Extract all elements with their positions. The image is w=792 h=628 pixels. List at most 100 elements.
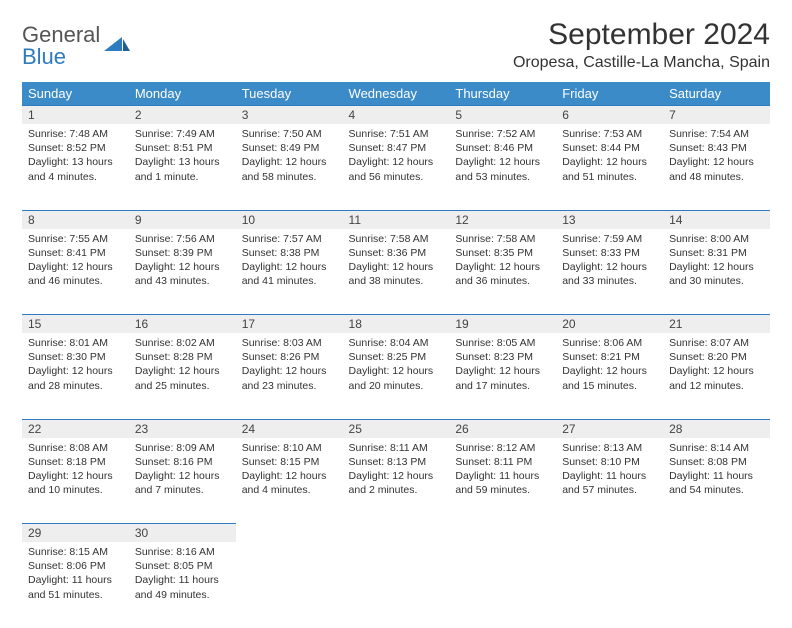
day-cell: Sunrise: 8:07 AMSunset: 8:20 PMDaylight:… — [663, 333, 770, 419]
daylight-line: Daylight: 11 hours and 59 minutes. — [455, 469, 550, 497]
day-number-cell: 2 — [129, 106, 236, 125]
daylight-line: Daylight: 12 hours and 17 minutes. — [455, 364, 550, 392]
day-cell: Sunrise: 7:58 AMSunset: 8:36 PMDaylight:… — [343, 229, 450, 315]
sunrise-line: Sunrise: 8:09 AM — [135, 441, 230, 455]
sunset-line: Sunset: 8:13 PM — [349, 455, 444, 469]
day-number-cell: 20 — [556, 315, 663, 334]
sunrise-line: Sunrise: 8:04 AM — [349, 336, 444, 350]
sunset-line: Sunset: 8:18 PM — [28, 455, 123, 469]
sunset-line: Sunset: 8:23 PM — [455, 350, 550, 364]
day-cell-body: Sunrise: 7:56 AMSunset: 8:39 PMDaylight:… — [129, 229, 236, 295]
sunset-line: Sunset: 8:21 PM — [562, 350, 657, 364]
sunrise-line: Sunrise: 7:55 AM — [28, 232, 123, 246]
day-cell: Sunrise: 8:13 AMSunset: 8:10 PMDaylight:… — [556, 438, 663, 524]
day-cell: Sunrise: 8:02 AMSunset: 8:28 PMDaylight:… — [129, 333, 236, 419]
day-content-row: Sunrise: 8:15 AMSunset: 8:06 PMDaylight:… — [22, 542, 770, 628]
day-cell — [663, 542, 770, 628]
day-number-cell: 15 — [22, 315, 129, 334]
day-number-row: 1234567 — [22, 106, 770, 125]
day-number-cell: 3 — [236, 106, 343, 125]
weekday-header: Sunday — [22, 82, 129, 106]
sunset-line: Sunset: 8:39 PM — [135, 246, 230, 260]
weekday-header: Friday — [556, 82, 663, 106]
day-cell: Sunrise: 8:15 AMSunset: 8:06 PMDaylight:… — [22, 542, 129, 628]
sunrise-line: Sunrise: 8:03 AM — [242, 336, 337, 350]
day-number-cell: 25 — [343, 419, 450, 438]
day-cell-body: Sunrise: 8:13 AMSunset: 8:10 PMDaylight:… — [556, 438, 663, 504]
day-cell-body: Sunrise: 7:48 AMSunset: 8:52 PMDaylight:… — [22, 124, 129, 190]
sunrise-line: Sunrise: 8:00 AM — [669, 232, 764, 246]
sunset-line: Sunset: 8:16 PM — [135, 455, 230, 469]
day-number-cell: 14 — [663, 210, 770, 229]
sunset-line: Sunset: 8:31 PM — [669, 246, 764, 260]
day-number-cell: 26 — [449, 419, 556, 438]
day-number-cell: 17 — [236, 315, 343, 334]
day-cell-body: Sunrise: 8:06 AMSunset: 8:21 PMDaylight:… — [556, 333, 663, 399]
sunrise-line: Sunrise: 7:58 AM — [455, 232, 550, 246]
day-number-cell: 23 — [129, 419, 236, 438]
sunset-line: Sunset: 8:05 PM — [135, 559, 230, 573]
day-cell: Sunrise: 8:14 AMSunset: 8:08 PMDaylight:… — [663, 438, 770, 524]
daylight-line: Daylight: 12 hours and 23 minutes. — [242, 364, 337, 392]
day-number-cell: 18 — [343, 315, 450, 334]
daylight-line: Daylight: 11 hours and 57 minutes. — [562, 469, 657, 497]
sunset-line: Sunset: 8:49 PM — [242, 141, 337, 155]
day-cell-body: Sunrise: 8:14 AMSunset: 8:08 PMDaylight:… — [663, 438, 770, 504]
sunset-line: Sunset: 8:46 PM — [455, 141, 550, 155]
month-title: September 2024 — [513, 18, 770, 52]
sunset-line: Sunset: 8:08 PM — [669, 455, 764, 469]
day-cell-body: Sunrise: 8:04 AMSunset: 8:25 PMDaylight:… — [343, 333, 450, 399]
day-cell: Sunrise: 8:08 AMSunset: 8:18 PMDaylight:… — [22, 438, 129, 524]
day-cell-body: Sunrise: 7:58 AMSunset: 8:36 PMDaylight:… — [343, 229, 450, 295]
day-number-row: 22232425262728 — [22, 419, 770, 438]
daylight-line: Daylight: 12 hours and 15 minutes. — [562, 364, 657, 392]
day-cell-body: Sunrise: 8:00 AMSunset: 8:31 PMDaylight:… — [663, 229, 770, 295]
sunrise-line: Sunrise: 8:06 AM — [562, 336, 657, 350]
day-number-cell: 22 — [22, 419, 129, 438]
day-cell: Sunrise: 8:12 AMSunset: 8:11 PMDaylight:… — [449, 438, 556, 524]
sunrise-line: Sunrise: 7:56 AM — [135, 232, 230, 246]
sunrise-line: Sunrise: 8:15 AM — [28, 545, 123, 559]
brand-logo: General Blue — [22, 18, 130, 68]
sunset-line: Sunset: 8:47 PM — [349, 141, 444, 155]
weekday-header: Monday — [129, 82, 236, 106]
sunrise-line: Sunrise: 8:05 AM — [455, 336, 550, 350]
day-cell-body: Sunrise: 7:54 AMSunset: 8:43 PMDaylight:… — [663, 124, 770, 190]
day-cell-body: Sunrise: 8:11 AMSunset: 8:13 PMDaylight:… — [343, 438, 450, 504]
day-cell: Sunrise: 7:48 AMSunset: 8:52 PMDaylight:… — [22, 124, 129, 210]
sunset-line: Sunset: 8:51 PM — [135, 141, 230, 155]
sunrise-line: Sunrise: 7:48 AM — [28, 127, 123, 141]
day-cell-body: Sunrise: 8:07 AMSunset: 8:20 PMDaylight:… — [663, 333, 770, 399]
daylight-line: Daylight: 12 hours and 7 minutes. — [135, 469, 230, 497]
weekday-header: Tuesday — [236, 82, 343, 106]
daylight-line: Daylight: 12 hours and 46 minutes. — [28, 260, 123, 288]
day-cell: Sunrise: 8:16 AMSunset: 8:05 PMDaylight:… — [129, 542, 236, 628]
day-number-cell: 16 — [129, 315, 236, 334]
day-number-cell: 19 — [449, 315, 556, 334]
day-cell — [343, 542, 450, 628]
daylight-line: Daylight: 12 hours and 10 minutes. — [28, 469, 123, 497]
daylight-line: Daylight: 12 hours and 56 minutes. — [349, 155, 444, 183]
sunset-line: Sunset: 8:33 PM — [562, 246, 657, 260]
sunset-line: Sunset: 8:28 PM — [135, 350, 230, 364]
day-number-cell: 27 — [556, 419, 663, 438]
daylight-line: Daylight: 12 hours and 41 minutes. — [242, 260, 337, 288]
day-cell-body: Sunrise: 8:03 AMSunset: 8:26 PMDaylight:… — [236, 333, 343, 399]
daylight-line: Daylight: 13 hours and 4 minutes. — [28, 155, 123, 183]
day-number-cell: 5 — [449, 106, 556, 125]
sunrise-line: Sunrise: 7:49 AM — [135, 127, 230, 141]
sunrise-line: Sunrise: 8:08 AM — [28, 441, 123, 455]
sunset-line: Sunset: 8:44 PM — [562, 141, 657, 155]
day-number-cell: 12 — [449, 210, 556, 229]
weekday-header: Saturday — [663, 82, 770, 106]
sunset-line: Sunset: 8:06 PM — [28, 559, 123, 573]
daylight-line: Daylight: 12 hours and 4 minutes. — [242, 469, 337, 497]
weekday-header: Thursday — [449, 82, 556, 106]
day-number-cell — [236, 524, 343, 543]
sunset-line: Sunset: 8:43 PM — [669, 141, 764, 155]
sunrise-line: Sunrise: 7:57 AM — [242, 232, 337, 246]
day-number-cell: 29 — [22, 524, 129, 543]
day-number-cell: 13 — [556, 210, 663, 229]
sunrise-line: Sunrise: 7:52 AM — [455, 127, 550, 141]
day-cell: Sunrise: 8:04 AMSunset: 8:25 PMDaylight:… — [343, 333, 450, 419]
